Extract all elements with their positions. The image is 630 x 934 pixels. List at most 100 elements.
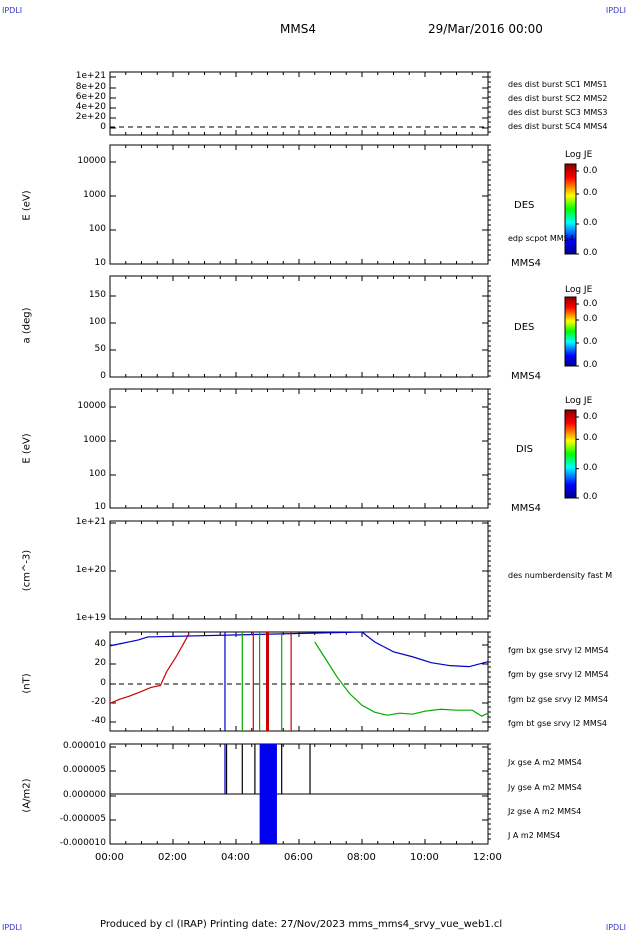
label-des-energy: DES — [514, 200, 535, 211]
y-tick-label: 1e+19 — [75, 613, 106, 623]
colorbar-3 — [564, 409, 577, 499]
ylabel-energy-electrons: E (eV) — [21, 190, 33, 221]
colorbar-1 — [564, 163, 577, 255]
y-tick-label: 100 — [88, 224, 106, 234]
x-tick-label: 06:00 — [284, 852, 313, 863]
y-tick-label: 10 — [94, 258, 106, 268]
legend-by: fgm by gse srvy l2 MMS4 — [508, 670, 609, 679]
colorbar-tick-label: 0.0 — [583, 433, 598, 444]
spacecraft-title: MMS4 — [280, 22, 316, 36]
y-tick-label: 40 — [94, 639, 106, 649]
y-tick-label: 0.000005 — [63, 765, 106, 775]
y-tick-label: 100 — [88, 469, 106, 479]
ylabel-current: (A/m2) — [21, 778, 33, 813]
ylabel-pitch-angle: a (deg) — [21, 307, 33, 344]
y-tick-label: 10 — [94, 502, 106, 512]
panel-frame-p4 — [109, 388, 489, 509]
ylabel-bfield: (nT) — [21, 673, 33, 694]
label-sc-p2: MMS4 — [511, 258, 541, 269]
x-tick-label: 08:00 — [347, 852, 376, 863]
label-sc-p3: MMS4 — [511, 371, 541, 382]
x-tick-label: 02:00 — [158, 852, 187, 863]
y-tick-label: -0.000005 — [59, 814, 106, 824]
y-tick-label: 8e+20 — [75, 82, 106, 92]
colorbar-tick-label: 0.0 — [583, 337, 598, 347]
legend-bx: fgm bx gse srvy l2 MMS4 — [508, 646, 609, 655]
y-tick-label: 1e+20 — [75, 565, 106, 575]
y-tick-label: 0 — [100, 371, 106, 381]
y-tick-label: 6e+20 — [75, 92, 106, 102]
y-tick-label: -40 — [91, 716, 106, 726]
colorbar-tick-label: 0.0 — [583, 299, 598, 309]
panel-frame-p6 — [109, 631, 489, 732]
legend-jz: Jz gse A m2 MMS4 — [508, 807, 582, 816]
y-tick-label: 100 — [88, 317, 106, 327]
colorbar-tick-label: 0.0 — [583, 314, 598, 324]
label-edp-scpot: edp scpot MMS4 — [508, 234, 574, 243]
bfield-series-2 — [109, 631, 489, 668]
current-burst-block — [259, 744, 277, 844]
y-tick-label: 1e+21 — [75, 517, 106, 527]
y-tick-label: 0 — [100, 678, 106, 688]
y-tick-label: 1e+21 — [75, 71, 106, 81]
legend-p1-mms1: des dist burst SC1 MMS1 — [508, 80, 608, 89]
y-tick-label: 20 — [94, 658, 106, 668]
y-tick-label: 1000 — [83, 190, 106, 200]
legend-p1-mms4: des dist burst SC4 MMS4 — [508, 122, 608, 131]
y-tick-label: -0.000010 — [59, 838, 106, 848]
colorbar-2 — [564, 296, 577, 367]
label-sc-p4: MMS4 — [511, 503, 541, 514]
y-tick-label: 10000 — [77, 156, 106, 166]
colorbar-tick-label: 0.0 — [583, 248, 598, 258]
colorbar-1-title: Log JE — [565, 150, 593, 160]
colorbar-tick-label: 0.0 — [583, 492, 598, 502]
ylabel-density: (cm^-3) — [21, 549, 33, 592]
colorbar-tick-label: 0.0 — [583, 188, 598, 198]
x-tick-label: 10:00 — [410, 852, 439, 863]
colorbar-tick-label: 0.0 — [583, 360, 598, 370]
y-tick-label: 150 — [88, 290, 106, 300]
y-tick-label: 10000 — [77, 401, 106, 411]
legend-p1-mms2: des dist burst SC2 MMS2 — [508, 94, 608, 103]
footer-credits: Produced by cl (IRAP) Printing date: 27/… — [100, 919, 503, 930]
x-tick-label: 04:00 — [221, 852, 250, 863]
panel-frame-p3 — [109, 275, 489, 378]
panel-frame-p1 — [109, 71, 489, 136]
label-des-pitch: DES — [514, 322, 535, 333]
label-dis-energy: DIS — [516, 444, 533, 455]
corner-tag-bottom-right: IPDLI — [605, 923, 626, 932]
x-tick-label: 00:00 — [95, 852, 124, 863]
y-tick-label: 0.000010 — [63, 741, 106, 751]
y-tick-label: 50 — [94, 344, 106, 354]
corner-tag-bottom-left: IPDLI — [2, 923, 23, 932]
y-tick-label: 2e+20 — [75, 112, 106, 122]
legend-p1-mms3: des dist burst SC3 MMS3 — [508, 108, 608, 117]
corner-tag-top-left: IPDLI — [2, 6, 23, 15]
ylabel-energy-ions: E (eV) — [21, 433, 33, 464]
y-tick-label: 1000 — [83, 435, 106, 445]
legend-jy: Jy gse A m2 MMS4 — [508, 783, 582, 792]
legend-bt: fgm bt gse srvy l2 MMS4 — [508, 719, 607, 728]
colorbar-2-title: Log JE — [565, 285, 593, 295]
colorbar-3-title: Log JE — [565, 396, 593, 406]
corner-tag-top-right: IPDLI — [605, 6, 626, 15]
legend-j: J A m2 MMS4 — [508, 831, 561, 840]
legend-jx: Jx gse A m2 MMS4 — [508, 758, 582, 767]
colorbar-tick-label: 0.0 — [583, 166, 598, 176]
panel-frame-p5 — [109, 520, 489, 620]
colorbar-tick-label: 0.0 — [583, 218, 598, 228]
legend-density: des numberdensity fast M — [508, 571, 613, 580]
y-tick-label: -20 — [91, 697, 106, 707]
x-tick-label: 12:00 — [473, 852, 502, 863]
y-tick-label: 0.000000 — [63, 790, 106, 800]
panel-frame-p2 — [109, 144, 489, 265]
date-title: 29/Mar/2016 00:00 — [428, 22, 543, 36]
bfield-series-1 — [314, 641, 489, 717]
colorbar-tick-label: 0.0 — [583, 462, 598, 473]
y-tick-label: 4e+20 — [75, 102, 106, 112]
colorbar-tick-label: 0.0 — [583, 412, 598, 422]
bfield-series-0 — [109, 633, 190, 704]
legend-bz: fgm bz gse srvy l2 MMS4 — [508, 695, 609, 704]
y-tick-label: 0 — [100, 122, 106, 132]
